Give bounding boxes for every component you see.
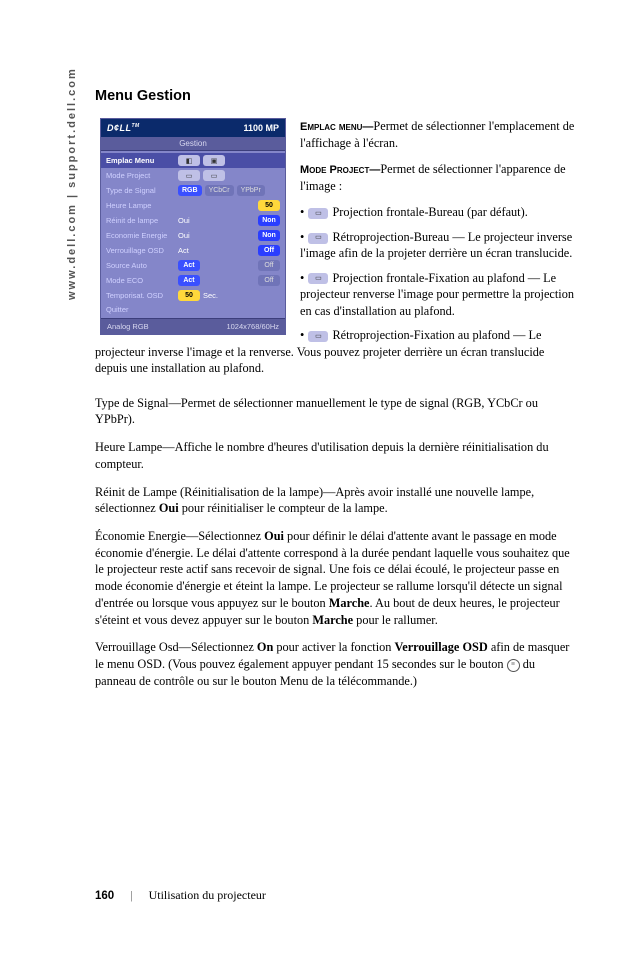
osd-row-src: Source Auto Act Off	[101, 258, 285, 273]
side-url: www.dell.com | support.dell.com	[66, 67, 78, 300]
osd-rows: Emplac Menu ◧ ▣ Mode Project ▭ ▭ Type de…	[101, 151, 285, 318]
osd-row-eco: Economie Energie Oui Non	[101, 228, 285, 243]
osd-row-temp: Temporisat. OSD 50 Sec.	[101, 288, 285, 303]
para-verr: Verrouillage Osd—Sélectionnez On pour ac…	[95, 639, 575, 689]
osd-row-signal: Type de Signal RGB YCbCr YPbPr	[101, 183, 285, 198]
pos-icon: ◧	[178, 155, 200, 166]
top-wrap: D¢LLTM 1100 MP Gestion Emplac Menu ◧ ▣ M…	[95, 118, 575, 385]
osd-row-verr: Verrouillage OSD Act Off	[101, 243, 285, 258]
para-signal: Type de Signal—Permet de sélectionner ma…	[95, 395, 575, 428]
proj-icon: ▭	[203, 170, 225, 181]
page-number: 160	[95, 890, 114, 902]
osd-row-mode: Mode Project ▭ ▭	[101, 168, 285, 183]
page-content: Menu Gestion D¢LLTM 1100 MP Gestion Empl…	[95, 88, 575, 700]
proj-front-ceil-icon: ▭	[308, 273, 328, 284]
dell-logo: D¢LLTM	[107, 123, 140, 133]
osd-titlebar: D¢LLTM 1100 MP	[101, 119, 285, 137]
osd-footer: Analog RGB 1024x768/60Hz	[101, 318, 285, 334]
osd-row-meco: Mode ECO Act Off	[101, 273, 285, 288]
proj-rear-desk-icon: ▭	[308, 233, 328, 244]
osd-screenshot: D¢LLTM 1100 MP Gestion Emplac Menu ◧ ▣ M…	[100, 118, 286, 335]
osd-row-emplac: Emplac Menu ◧ ▣	[101, 153, 285, 168]
osd-row-quit: Quitter	[101, 303, 285, 316]
osd-model: 1100 MP	[243, 123, 279, 133]
proj-front-desk-icon: ▭	[308, 208, 328, 219]
footer-section: Utilisation du projecteur	[149, 888, 266, 903]
para-eco: Économie Energie—Sélectionnez Oui pour d…	[95, 528, 575, 628]
proj-icon: ▭	[178, 170, 200, 181]
osd-row-reinit: Réinit de lampe Oui Non	[101, 213, 285, 228]
page-footer: 160 | Utilisation du projecteur	[95, 888, 266, 903]
proj-rear-ceil-icon: ▭	[308, 331, 328, 342]
osd-tab: Gestion	[101, 137, 285, 151]
footer-sep: |	[130, 888, 132, 903]
para-reinit: Réinit de Lampe (Réinitialisation de la …	[95, 484, 575, 517]
pos-icon: ▣	[203, 155, 225, 166]
menu-button-icon: ≡	[507, 659, 520, 672]
para-heure: Heure Lampe—Affiche le nombre d'heures d…	[95, 439, 575, 472]
osd-row-heure: Heure Lampe 50	[101, 198, 285, 213]
section-heading: Menu Gestion	[95, 88, 575, 104]
